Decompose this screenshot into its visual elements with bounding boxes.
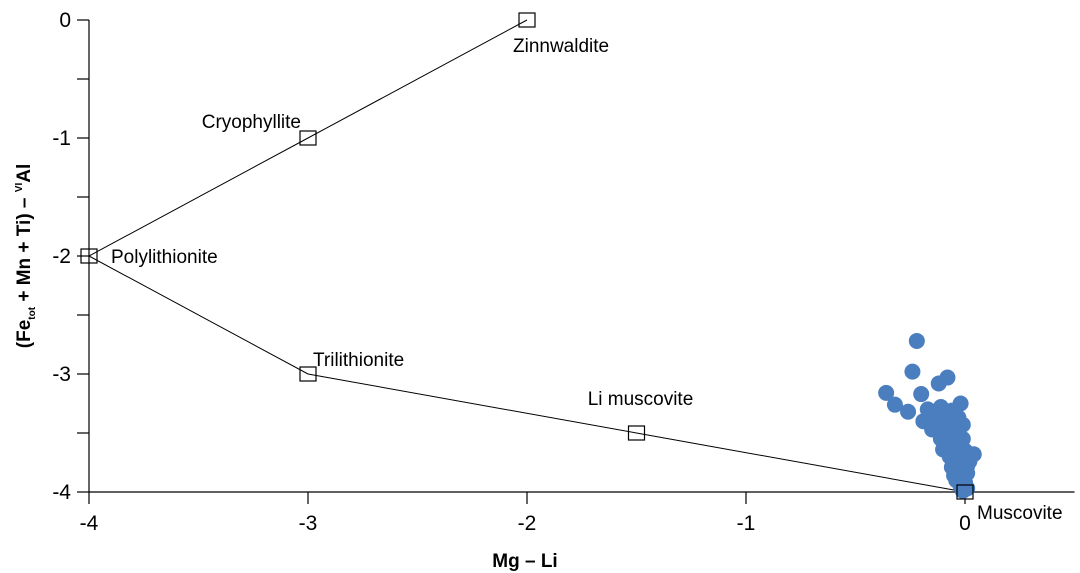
data-point [928, 413, 945, 430]
x-tick-label: -4 [80, 512, 99, 535]
data-point [900, 403, 917, 420]
reference-marker [518, 12, 536, 28]
data-point [913, 386, 930, 403]
y-axis-title-subscript: tot [27, 306, 38, 319]
reference-marker [299, 130, 317, 146]
x-axis-title: Mg – Li [492, 551, 557, 572]
reference-points [80, 12, 974, 500]
x-tick-label: -2 [518, 512, 537, 535]
x-tick-label: -3 [299, 512, 318, 535]
data-point [908, 332, 925, 349]
reference-line [88, 255, 966, 493]
reference-marker [627, 425, 646, 441]
y-axis-title-prefix: (Fe [14, 320, 35, 349]
y-axis-title-superscript: VI [14, 183, 25, 193]
x-tick-label: 0 [959, 512, 971, 535]
reference-marker [80, 248, 98, 264]
data-point [946, 422, 963, 439]
reference-label: Zinnwaldite [513, 36, 609, 57]
reference-lines [88, 19, 966, 493]
reference-marker [299, 366, 317, 382]
data-point [954, 482, 971, 499]
x-tick-label: -1 [737, 512, 756, 535]
data-point [904, 363, 921, 380]
y-tick-label: -1 [52, 127, 71, 150]
y-axis-title-middle: + Mn + Ti) – [14, 192, 35, 307]
axes: 0 -1 -2 -3 -4 -4 -3 -2 -1 0 [52, 9, 1075, 535]
reference-label: Cryophyllite [202, 112, 301, 133]
reference-label: Muscovite [977, 503, 1063, 524]
y-axis-title-suffix: Al [14, 164, 35, 183]
data-point [952, 434, 969, 451]
y-tick-label: -3 [52, 363, 71, 386]
reference-marker [956, 484, 974, 500]
reference-label: Polylithionite [111, 247, 218, 268]
data-point [886, 396, 903, 413]
reference-labels: Zinnwaldite Cryophyllite Polylithionite Tri… [111, 36, 1063, 524]
y-tick-label: 0 [59, 9, 71, 32]
data-point [878, 384, 895, 401]
data-point [930, 375, 947, 392]
y-tick-label: -2 [52, 245, 71, 268]
reference-line [88, 19, 528, 257]
y-tick-label: -4 [52, 481, 71, 504]
reference-label: Trilithionite [313, 350, 404, 371]
data-points [878, 332, 982, 499]
y-axis-title: (Fetot + Mn + Ti) – VIAl [14, 164, 38, 348]
reference-label: Li muscovite [588, 389, 694, 410]
